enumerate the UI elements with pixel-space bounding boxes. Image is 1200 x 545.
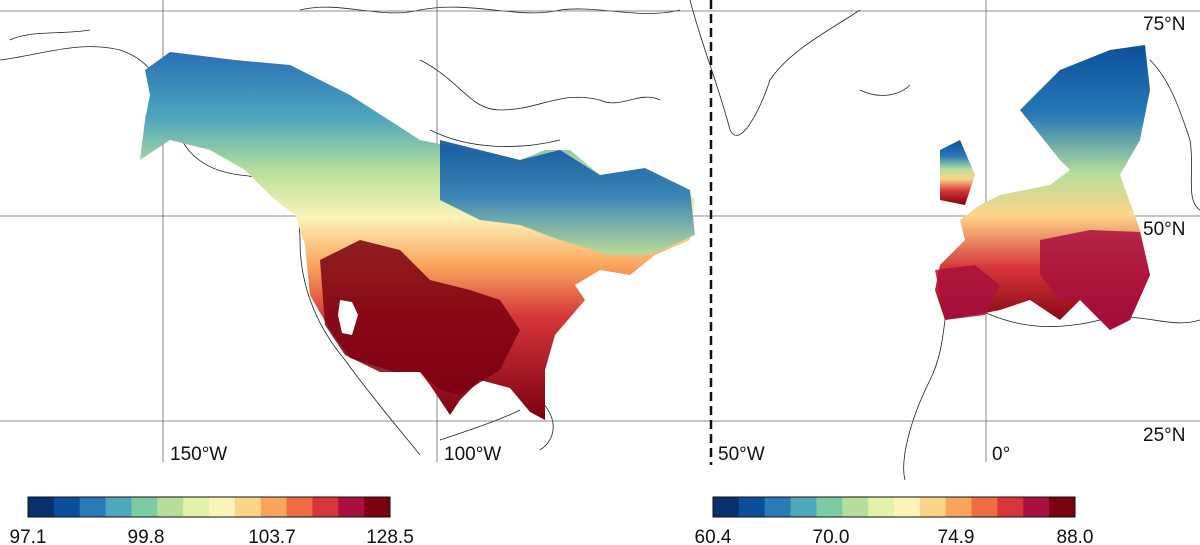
colorbar-tick-label: 103.7 bbox=[248, 527, 296, 545]
latitude-label-25n: 25°N bbox=[1143, 425, 1185, 446]
colorbar-swatch bbox=[738, 497, 766, 517]
latitude-label-75n: 75°N bbox=[1143, 14, 1185, 35]
colorbar-swatch bbox=[131, 497, 158, 517]
colorbar-swatch bbox=[312, 497, 339, 517]
colorbar-swatch bbox=[945, 497, 972, 517]
colorbar-swatch bbox=[53, 497, 81, 517]
colorbar-tick-label: 88.0 bbox=[1057, 527, 1094, 545]
colorbar-swatch bbox=[713, 497, 740, 517]
longitude-label-0: 0° bbox=[992, 444, 1010, 465]
colorbar-tick-label: 128.5 bbox=[366, 527, 414, 545]
coastlines bbox=[0, 0, 1200, 481]
colorbar-swatch bbox=[764, 497, 791, 517]
colorbar-swatch bbox=[260, 497, 287, 517]
colorbar-swatch bbox=[79, 497, 106, 517]
longitude-label-50w: 50°W bbox=[718, 444, 765, 465]
colorbar-swatch bbox=[364, 497, 391, 517]
colorbar-tick-label: 60.4 bbox=[695, 527, 732, 545]
colorbar-frame bbox=[712, 496, 1076, 518]
colorbar-swatch bbox=[971, 497, 998, 517]
colorbar-tick-label: 74.9 bbox=[938, 527, 975, 545]
colorbar-swatch bbox=[209, 497, 236, 517]
colorbar-swatch bbox=[338, 497, 365, 517]
colorbar-swatch bbox=[157, 497, 184, 517]
europe-data-field bbox=[935, 45, 1150, 330]
colorbar-swatch bbox=[868, 497, 895, 517]
colorbar-swatch bbox=[919, 497, 947, 517]
colorbar-tick-label: 99.8 bbox=[128, 527, 165, 545]
colorbar-swatch bbox=[183, 497, 210, 517]
colorbar-swatch bbox=[816, 497, 843, 517]
colorbar-swatch bbox=[842, 497, 869, 517]
colorbar-swatch bbox=[894, 497, 921, 517]
north-america-data-field bbox=[140, 52, 695, 420]
colorbar-swatch bbox=[1023, 497, 1050, 517]
colorbar-swatch bbox=[234, 497, 262, 517]
colorbar-frame bbox=[27, 496, 391, 518]
colorbar-swatch bbox=[286, 497, 313, 517]
colorbar-swatch bbox=[105, 497, 132, 517]
colorbar-swatch bbox=[1049, 497, 1076, 517]
colorbar-tick-label: 70.0 bbox=[813, 527, 850, 545]
colorbar-north-america: 97.1 99.8 103.7 128.5 bbox=[10, 496, 414, 545]
colorbar-europe: 60.4 70.0 74.9 88.0 bbox=[695, 496, 1094, 545]
longitude-label-100w: 100°W bbox=[444, 444, 501, 465]
colorbar-tick-label: 97.1 bbox=[10, 527, 47, 545]
colorbar-swatch bbox=[790, 497, 817, 517]
longitude-label-150w: 150°W bbox=[170, 444, 227, 465]
latitude-label-50n: 50°N bbox=[1143, 219, 1185, 240]
colorbar-swatch bbox=[997, 497, 1024, 517]
colorbar-swatch bbox=[28, 497, 55, 517]
